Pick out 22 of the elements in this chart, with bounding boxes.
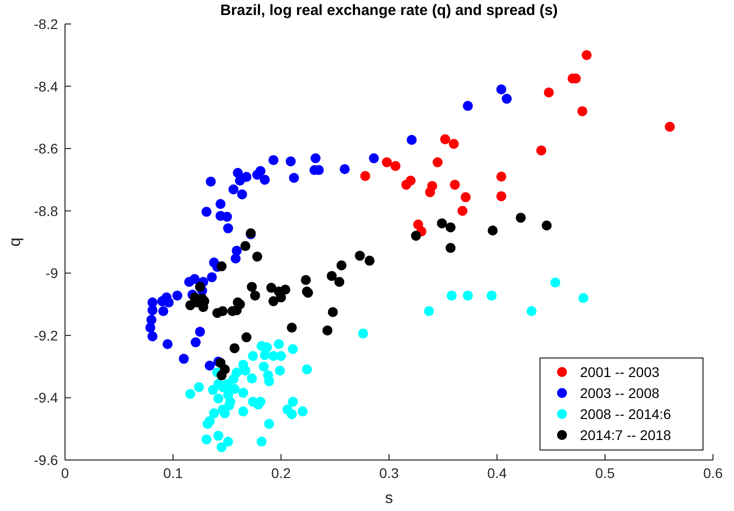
chart-title: Brazil, log real exchange rate (q) and spread (s) bbox=[220, 2, 558, 19]
x-tick-label: 0.1 bbox=[163, 465, 183, 481]
legend-label: 2008 -- 2014:6 bbox=[580, 406, 672, 422]
x-tick-label: 0 bbox=[61, 465, 70, 481]
x-axis-title: s bbox=[385, 490, 393, 507]
y-tick-label: -9.6 bbox=[34, 452, 58, 468]
y-axis-title: q bbox=[7, 238, 24, 246]
legend-label: 2003 -- 2008 bbox=[580, 385, 660, 401]
x-tick-label: 0.2 bbox=[271, 465, 291, 481]
y-tick-label: -9 bbox=[46, 265, 58, 282]
y-tick-label: -8.4 bbox=[34, 78, 58, 94]
legend-label: 2014:7 -- 2018 bbox=[580, 427, 672, 443]
x-tick-label: 0.3 bbox=[379, 465, 399, 481]
y-tick-label: -9.4 bbox=[34, 390, 58, 406]
x-tick-label: 0.4 bbox=[487, 465, 507, 481]
y-tick-label: -8.6 bbox=[34, 140, 58, 157]
legend-label: 2001 -- 2003 bbox=[580, 364, 660, 380]
y-tick-label: -8.8 bbox=[34, 202, 58, 219]
x-tick-label: 0.5 bbox=[595, 465, 615, 481]
y-tick-label: -8.2 bbox=[34, 16, 58, 32]
x-tick-label: 0.6 bbox=[703, 465, 723, 481]
y-tick-label: -9.2 bbox=[34, 327, 58, 344]
